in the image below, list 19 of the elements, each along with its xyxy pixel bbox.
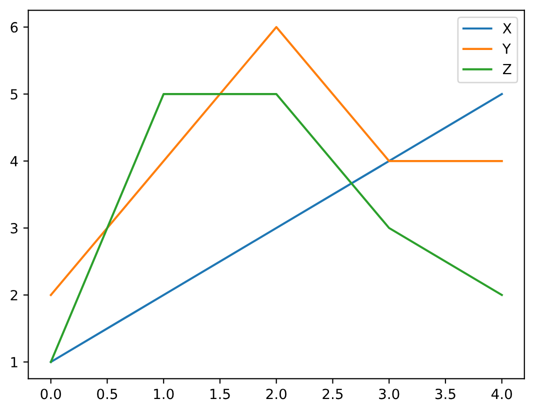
legend-label: X — [502, 23, 512, 34]
x-tick-label: 0.0 — [40, 388, 61, 400]
y-tick-label: 2 — [10, 290, 18, 300]
x-tick-label: 2.0 — [266, 388, 286, 400]
legend-label: Z — [503, 64, 512, 74]
x-tick-label: 1.5 — [210, 388, 230, 400]
y-tick-label: 4 — [10, 156, 18, 166]
y-tick-label: 6 — [10, 22, 18, 33]
x-tick-label: 0.5 — [97, 388, 118, 400]
y-tick-label: 3 — [10, 222, 18, 234]
x-tick-label: 3.0 — [379, 388, 400, 400]
x-tick-label: 3.5 — [435, 388, 456, 400]
line-series — [50, 93, 503, 364]
legend-label: Y — [502, 44, 511, 54]
x-tick-label: 4.0 — [491, 388, 512, 400]
x-tick-label: 2.5 — [322, 388, 343, 400]
x-tick-label: 1.0 — [154, 388, 174, 400]
y-tick-label: 1 — [11, 357, 18, 368]
y-tick-label: 5 — [10, 89, 18, 100]
